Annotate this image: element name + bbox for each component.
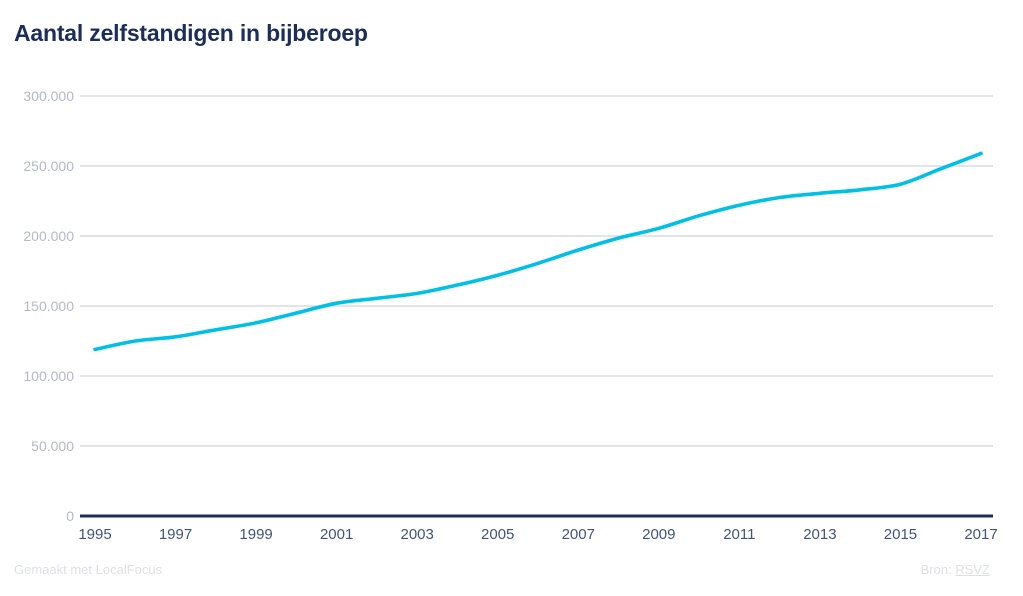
x-tick-label: 2003 bbox=[400, 526, 433, 543]
made-with-credit: Gemaakt met LocalFocus bbox=[14, 562, 163, 577]
x-tick-label: 2009 bbox=[642, 526, 675, 543]
x-tick-label: 1997 bbox=[159, 526, 192, 543]
x-tick-label: 2017 bbox=[964, 526, 997, 543]
y-tick-label: 200.000 bbox=[23, 228, 74, 244]
source-note: Bron: RSVZ bbox=[921, 562, 990, 577]
y-tick-label: 100.000 bbox=[23, 368, 74, 384]
y-tick-label: 150.000 bbox=[23, 298, 74, 314]
source-label: Bron: bbox=[920, 562, 952, 577]
x-tick-label: 2007 bbox=[562, 526, 595, 543]
x-tick-label: 1999 bbox=[239, 526, 272, 543]
x-tick-label: 2001 bbox=[320, 526, 353, 543]
chart-title: Aantal zelfstandigen in bijberoep bbox=[14, 20, 368, 46]
x-tick-label: 2015 bbox=[884, 526, 917, 543]
y-tick-label: 0 bbox=[66, 508, 74, 524]
x-tick-label: 1995 bbox=[78, 526, 111, 543]
x-tick-label: 2013 bbox=[803, 526, 836, 543]
y-tick-label: 300.000 bbox=[23, 88, 74, 104]
source-link[interactable]: RSVZ bbox=[955, 562, 990, 577]
y-tick-label: 250.000 bbox=[23, 158, 74, 174]
x-tick-label: 2011 bbox=[723, 526, 755, 543]
y-tick-label: 50.000 bbox=[31, 438, 74, 454]
x-tick-label: 2005 bbox=[481, 526, 514, 543]
data-series-line[interactable] bbox=[93, 151, 983, 352]
